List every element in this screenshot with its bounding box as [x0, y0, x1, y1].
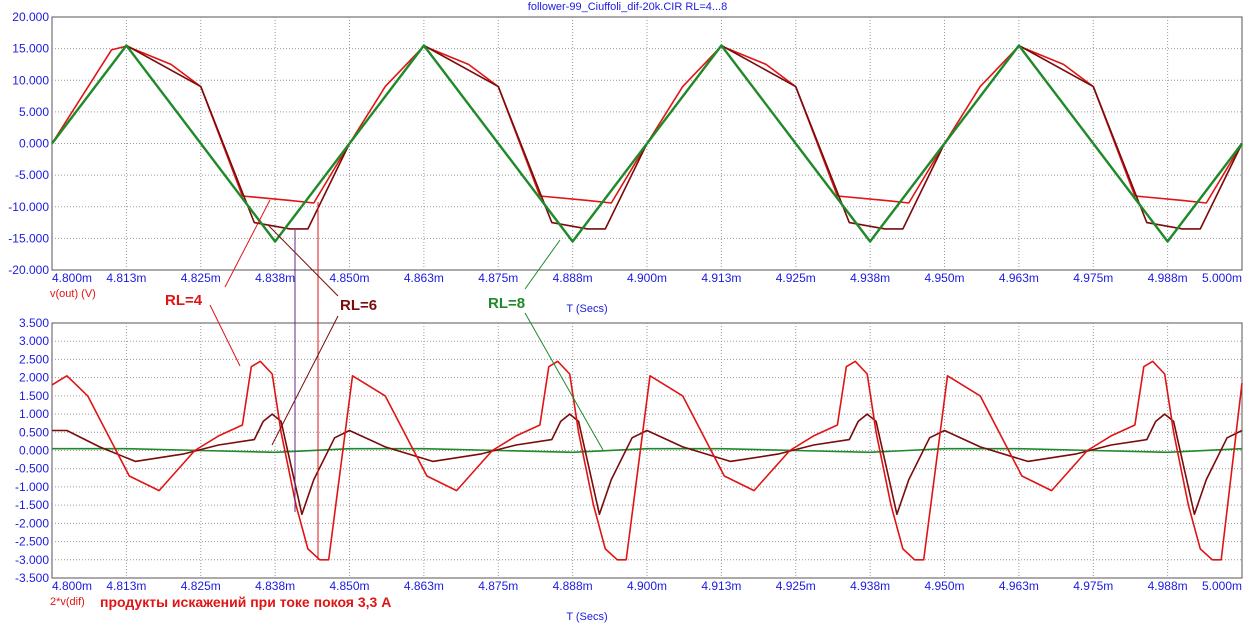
top-y-tick-label: -20.000: [8, 263, 49, 277]
bottom-y-tick-label: 2.000: [19, 371, 49, 385]
top-x-tick-label: 4.988m: [1148, 271, 1188, 285]
top-x-tick-label: 4.963m: [999, 271, 1039, 285]
bottom-x-axis-label: T (Secs): [566, 611, 607, 623]
top-x-tick-label: 4.975m: [1073, 271, 1113, 285]
label-rl8: RL=8: [488, 295, 525, 312]
top-x-tick-label: 4.813m: [106, 271, 146, 285]
leader-rl8-bottom: [524, 312, 604, 451]
top-x-tick-label: 4.850m: [329, 271, 369, 285]
top-x-tick-label: 4.863m: [404, 271, 444, 285]
bottom-caption: продукты искажений при токе покоя 3,3 А: [100, 594, 391, 610]
bottom-series-rl6: [52, 413, 1243, 516]
label-rl4: RL=4: [165, 292, 203, 309]
top-y-tick-label: -15.000: [8, 231, 49, 245]
leader-rl4-top: [224, 199, 271, 288]
top-x-tick-label: 4.938m: [850, 271, 890, 285]
bottom-y-tick-label: 0.500: [19, 425, 49, 439]
top-y-tick-label: 20.000: [12, 10, 49, 24]
bottom-y-tick-label: 1.000: [19, 407, 49, 421]
top-x-tick-label: 4.825m: [181, 271, 221, 285]
bottom-x-tick-label: 4.863m: [404, 579, 444, 593]
bottom-x-tick-label: 4.950m: [924, 579, 964, 593]
top-x-tick-label: 4.875m: [478, 271, 518, 285]
top-y-tick-label: 5.000: [19, 105, 49, 119]
bottom-x-tick-label: 4.988m: [1148, 579, 1188, 593]
top-y-tick-label: 0.000: [19, 137, 49, 151]
chart-title: follower-99_Ciuffoli_dif-20k.CIR RL=4...…: [527, 1, 728, 13]
top-y-axis-label: v(out) (V): [50, 288, 96, 300]
bottom-x-tick-label: 4.975m: [1073, 579, 1113, 593]
bottom-y-tick-label: -3.500: [15, 571, 49, 585]
bottom-x-tick-label: 4.800m: [52, 579, 92, 593]
bottom-y-tick-label: -1.500: [15, 498, 49, 512]
bottom-y-tick-label: -3.000: [15, 553, 49, 567]
top-x-tick-label: 4.838m: [255, 271, 295, 285]
top-y-tick-label: -5.000: [15, 168, 49, 182]
bottom-x-tick-label: 4.925m: [776, 579, 816, 593]
label-rl6: RL=6: [340, 297, 377, 314]
bottom-x-tick-label: 4.875m: [478, 579, 518, 593]
leader-rl6-top: [267, 224, 339, 297]
top-y-tick-label: 10.000: [12, 73, 49, 87]
top-y-tick-label: -10.000: [8, 200, 49, 214]
bottom-y-tick-label: 3.000: [19, 334, 49, 348]
top-x-axis-label: T (Secs): [566, 303, 607, 315]
bottom-series-rl8: [52, 447, 1243, 454]
top-y-tick-label: 15.000: [12, 42, 49, 56]
leader-rl4-bottom: [209, 304, 241, 367]
bottom-y-tick-label: 3.500: [19, 316, 49, 330]
bottom-x-tick-label: 4.913m: [701, 579, 741, 593]
bottom-x-tick-label: 4.838m: [255, 579, 295, 593]
top-x-tick-label: 4.913m: [701, 271, 741, 285]
bottom-x-tick-label: 4.813m: [106, 579, 146, 593]
leader-rl8-top: [524, 239, 561, 290]
top-x-tick-label: 4.950m: [924, 271, 964, 285]
top-x-tick-label: 4.800m: [52, 271, 92, 285]
bottom-x-tick-label: 4.900m: [627, 579, 667, 593]
top-x-tick-label: 4.925m: [776, 271, 816, 285]
top-series-rl8: [51, 44, 1243, 243]
leader-rl6-bottom: [271, 315, 339, 446]
bottom-y-tick-label: 0.000: [19, 444, 49, 458]
bottom-x-tick-label: 4.850m: [329, 579, 369, 593]
top-x-tick-label: 5.000m: [1202, 271, 1242, 285]
bottom-x-tick-label: 4.938m: [850, 579, 890, 593]
bottom-series-rl4: [51, 360, 1243, 561]
bottom-y-tick-label: 1.500: [19, 389, 49, 403]
bottom-y-tick-label: -0.500: [15, 462, 49, 476]
bottom-y-tick-label: -2.500: [15, 535, 49, 549]
bottom-y-tick-label: 2.500: [19, 352, 49, 366]
top-x-tick-label: 4.900m: [627, 271, 667, 285]
bottom-x-tick-label: 4.825m: [181, 579, 221, 593]
bottom-x-tick-label: 4.888m: [553, 579, 593, 593]
bottom-y-tick-label: -1.000: [15, 480, 49, 494]
top-x-tick-label: 4.888m: [553, 271, 593, 285]
bottom-x-tick-label: 5.000m: [1202, 579, 1242, 593]
bottom-y-tick-label: -2.000: [15, 516, 49, 530]
bottom-y-axis-label: 2*v(dif): [50, 596, 85, 608]
bottom-x-tick-label: 4.963m: [999, 579, 1039, 593]
